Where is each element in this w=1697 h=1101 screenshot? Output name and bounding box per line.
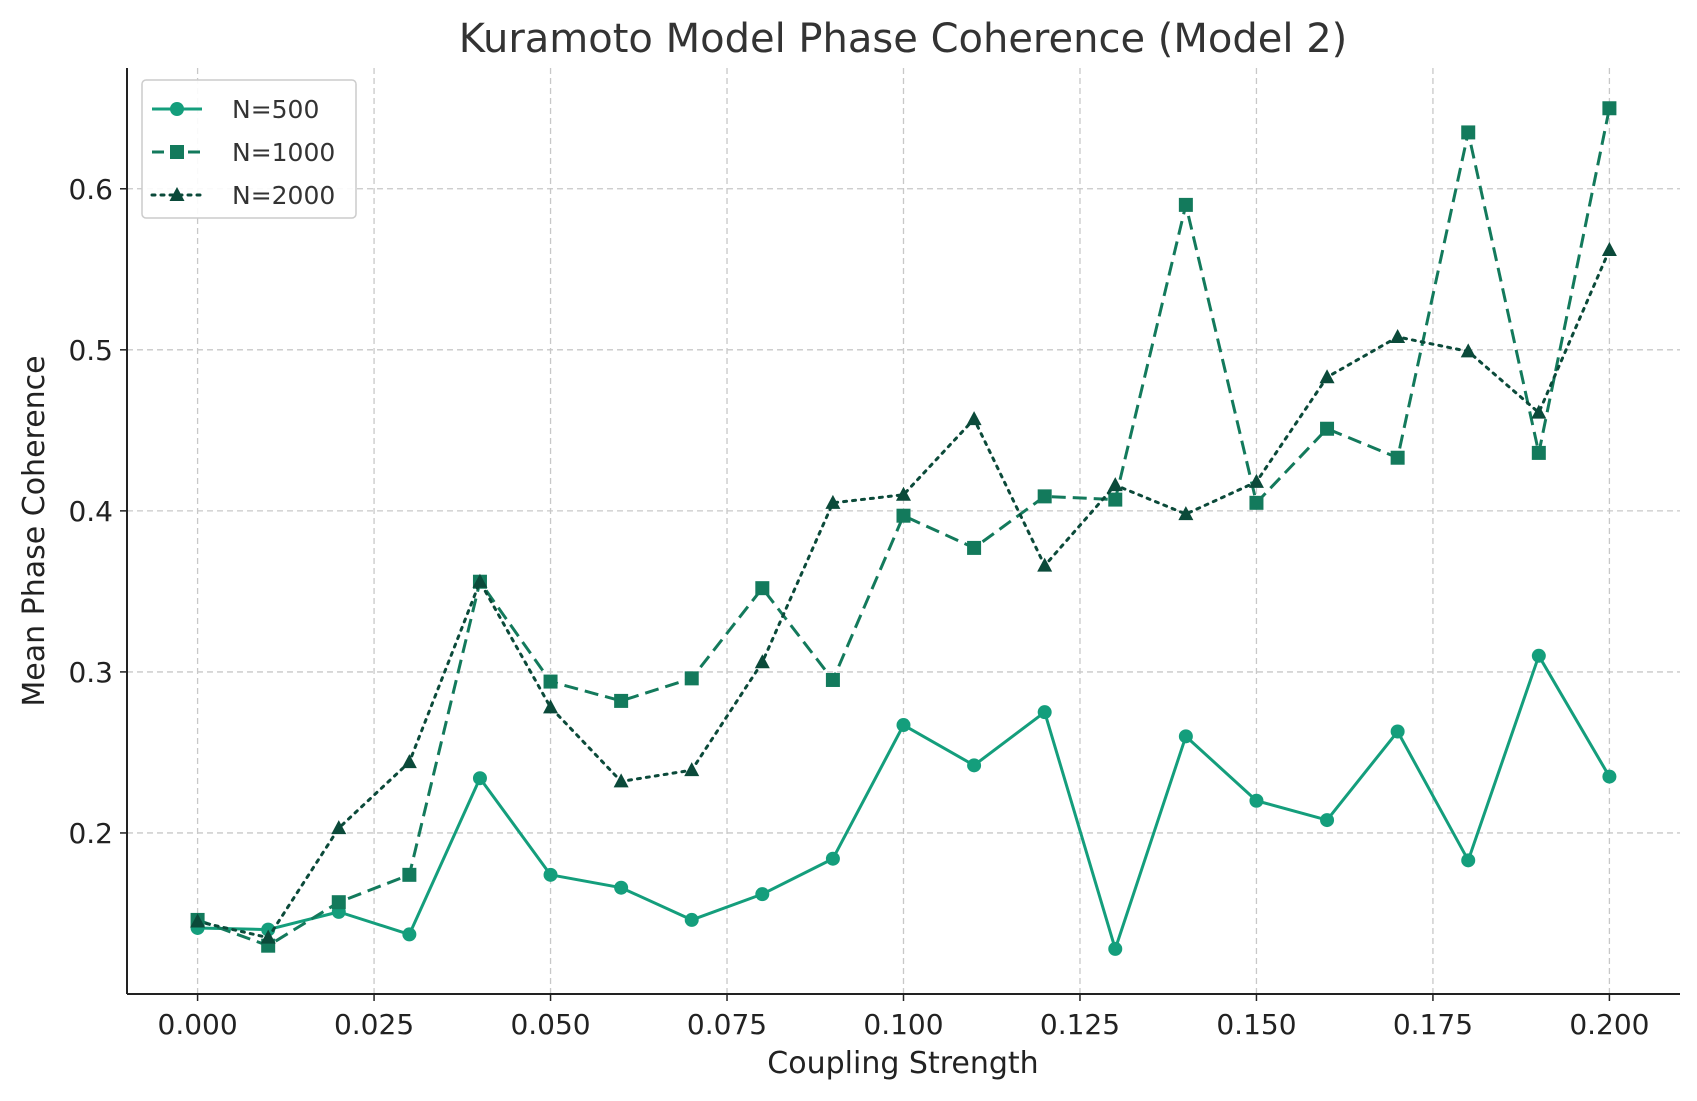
data-point: [1178, 506, 1194, 521]
data-point: [1390, 328, 1406, 343]
data-point: [472, 573, 488, 588]
data-point: [1107, 477, 1123, 492]
legend-item: N=500: [152, 95, 319, 124]
data-point: [1037, 705, 1052, 720]
series-line: [197, 107, 1611, 948]
series-layer: [190, 101, 1617, 956]
x-tick-label: 0.075: [687, 1008, 767, 1041]
chart-title: Kuramoto Model Phase Coherence (Model 2): [459, 16, 1348, 62]
data-point: [543, 699, 559, 714]
x-tick-label: 0.200: [1569, 1008, 1649, 1041]
data-point: [331, 820, 347, 835]
data-point: [755, 887, 770, 902]
x-tick-label: 0.025: [334, 1008, 414, 1041]
data-point: [472, 771, 487, 786]
data-point: [1320, 421, 1335, 436]
x-axis-label: Coupling Strength: [767, 1046, 1038, 1081]
data-point: [1108, 941, 1123, 956]
data-point: [190, 913, 206, 928]
series-line: [196, 248, 1611, 940]
data-point: [402, 867, 417, 882]
legend-frame: [141, 79, 357, 219]
legend-label: N=2000: [232, 181, 335, 210]
data-point: [331, 895, 346, 910]
y-tick-label: 0.5: [68, 334, 113, 367]
data-point: [402, 927, 417, 942]
y-tick-label: 0.2: [68, 817, 113, 850]
legend-marker: [170, 145, 184, 159]
data-point: [896, 486, 911, 501]
legend-marker: [169, 187, 185, 201]
data-point: [1531, 445, 1546, 460]
data-point: [1249, 495, 1264, 510]
y-tick-label: 0.4: [68, 495, 113, 528]
data-point: [543, 674, 558, 689]
data-point: [613, 773, 629, 788]
data-point: [1531, 404, 1547, 419]
data-point: [825, 851, 840, 866]
data-point: [1602, 101, 1617, 116]
data-point: [1178, 729, 1193, 744]
data-point: [967, 540, 982, 555]
x-tick-label: 0.100: [863, 1008, 943, 1041]
data-point: [967, 758, 982, 773]
data-point: [401, 754, 417, 769]
data-point: [543, 867, 558, 882]
data-point: [896, 508, 911, 523]
data-point: [1037, 489, 1052, 504]
x-tick-label: 0.000: [158, 1008, 238, 1041]
data-point: [1602, 769, 1617, 784]
data-point: [755, 581, 770, 596]
series-3: [190, 241, 1617, 944]
data-point: [1249, 793, 1264, 808]
legend-item: N=2000: [150, 181, 335, 210]
data-point: [684, 912, 699, 927]
data-point: [1108, 492, 1123, 507]
y-tick-label: 0.3: [68, 656, 113, 689]
legend-label: N=500: [232, 95, 319, 124]
data-point: [684, 762, 700, 777]
y-tick-label: 0.6: [68, 173, 113, 206]
data-point: [754, 654, 770, 669]
legend-label: N=1000: [232, 138, 335, 167]
data-point: [684, 671, 699, 686]
legend-marker: [170, 102, 184, 116]
data-point: [1248, 473, 1264, 488]
data-point: [825, 494, 841, 509]
data-point: [1461, 125, 1476, 140]
data-point: [1320, 813, 1335, 828]
data-point: [1390, 724, 1405, 739]
data-point: [825, 672, 840, 687]
data-point: [1531, 648, 1546, 663]
data-point: [1390, 450, 1405, 465]
legend: N=500 N=1000 N=2000: [141, 79, 357, 219]
legend-item: N=1000: [152, 138, 335, 167]
x-ticks: 0.000 0.025 0.050 0.075 0.100 0.125 0.150 0.175…: [158, 994, 1649, 1041]
data-point: [261, 922, 276, 937]
data-point: [1461, 853, 1476, 868]
series-2: [190, 101, 1617, 953]
grid-layer: [127, 68, 1680, 994]
data-point: [1601, 241, 1617, 256]
data-point: [1460, 343, 1476, 358]
data-point: [614, 693, 629, 708]
data-point: [1319, 369, 1335, 384]
y-axis-label: Mean Phase Coherence: [17, 355, 52, 706]
data-point: [260, 929, 276, 944]
data-point: [1178, 197, 1193, 212]
y-ticks: 0.2 0.3 0.4 0.5 0.6: [68, 173, 127, 850]
x-tick-label: 0.175: [1393, 1008, 1473, 1041]
x-tick-label: 0.125: [1040, 1008, 1120, 1041]
data-point: [614, 880, 629, 895]
x-tick-label: 0.050: [510, 1008, 590, 1041]
data-point: [966, 411, 982, 426]
legend-items: N=500 N=1000 N=2000: [150, 95, 335, 210]
data-point: [1037, 557, 1053, 572]
x-tick-label: 0.150: [1216, 1008, 1296, 1041]
data-point: [896, 718, 911, 733]
